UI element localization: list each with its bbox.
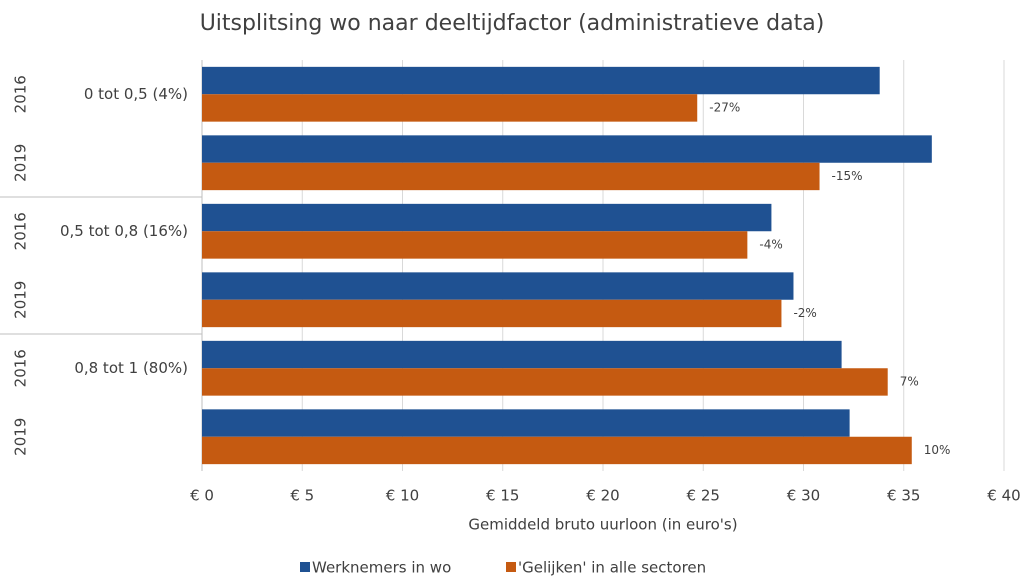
bar [202,409,850,437]
x-tick-label: € 35 [887,487,920,505]
y-tick-label: 2019 [12,281,30,319]
group-label: 0,5 tot 0,8 (16%) [60,222,188,240]
y-tick-label: 2016 [12,212,30,250]
x-tick-label: € 40 [987,487,1020,505]
bar [202,368,888,396]
chart-title: Uitsplitsing wo naar deeltijdfactor (adm… [200,11,825,36]
bar [202,299,782,328]
y-tick-label: 2016 [12,75,30,113]
group-label: 0 tot 0,5 (4%) [84,85,188,103]
x-tick-label: € 5 [290,487,314,505]
x-tick-label: € 10 [386,487,419,505]
bar [202,203,772,232]
bar-annotation: -15% [832,169,863,183]
legend-swatch [300,562,310,572]
legend-label: Werknemers in wo [312,559,451,577]
legend-label: 'Gelijken' in alle sectoren [518,559,706,577]
bar-annotation: 7% [900,374,919,388]
bar [202,340,842,369]
bar [202,94,698,122]
y-tick-label: 2016 [12,349,30,387]
x-tick-label: € 15 [486,487,519,505]
bar-annotation: 10% [924,443,951,457]
x-tick-label: € 20 [586,487,619,505]
y-tick-label: 2019 [12,144,30,182]
bar-annotation: -4% [759,237,782,251]
bar [202,135,932,163]
bar-annotation: -2% [793,306,816,320]
bar [202,231,748,259]
bar [202,272,794,300]
bar [202,162,820,191]
y-tick-label: 2019 [12,418,30,456]
x-tick-label: € 0 [190,487,214,505]
group-label: 0,8 tot 1 (80%) [74,359,188,377]
x-axis-title: Gemiddeld bruto uurloon (in euro's) [468,516,737,534]
legend-swatch [506,562,516,572]
x-tick-label: € 25 [687,487,720,505]
bar-annotation: -27% [709,100,740,114]
bar [202,436,912,465]
bar [202,66,880,95]
x-tick-label: € 30 [787,487,820,505]
